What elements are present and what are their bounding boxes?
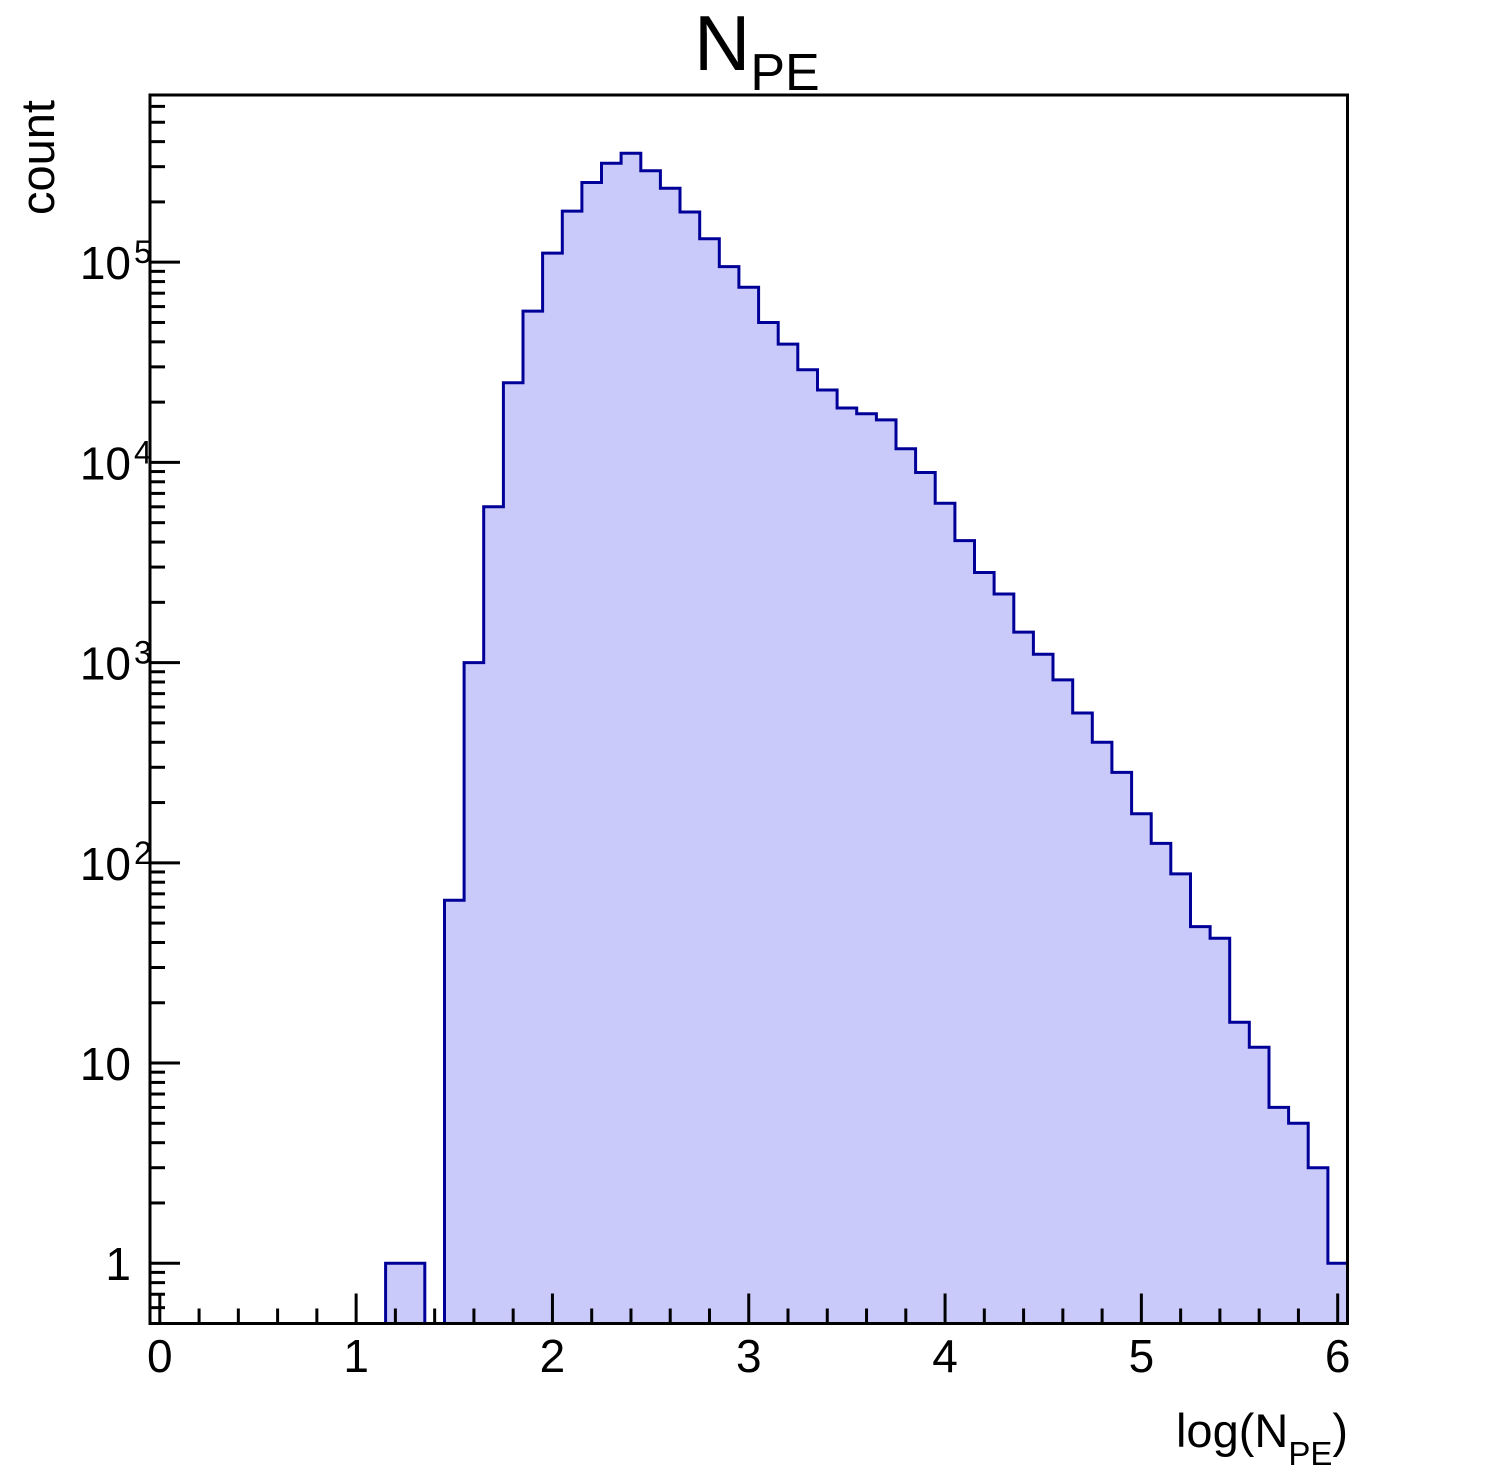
y-tick-exponent: 2: [134, 835, 152, 871]
y-tick-exponent: 3: [134, 635, 152, 671]
y-axis-title: count: [11, 100, 64, 215]
chart-title-subscript: PE: [750, 44, 819, 102]
x-tick-label: 2: [540, 1330, 566, 1382]
y-tick-label: 10: [80, 838, 131, 890]
x-tick-label: 5: [1129, 1330, 1155, 1382]
y-tick-label: 10: [80, 638, 131, 690]
axis-ticks: [150, 104, 1340, 1324]
y-tick-exponent: 4: [134, 434, 152, 470]
y-tick-label: 10: [80, 237, 131, 289]
y-tick-label: 1: [105, 1238, 131, 1290]
x-tick-label: 4: [932, 1330, 958, 1382]
y-tick-label: 10: [80, 1038, 131, 1090]
histogram-bars: [384, 1261, 427, 1325]
y-tick-label: 10: [80, 437, 131, 489]
x-axis-title-suffix: ): [1332, 1404, 1348, 1457]
plot-frame: [148, 93, 1349, 1325]
histogram-bars: [443, 151, 1349, 1325]
x-axis-title-subscript: PE: [1288, 1435, 1332, 1472]
x-tick-label: 6: [1325, 1330, 1351, 1382]
x-tick-label: 3: [736, 1330, 762, 1382]
x-axis-labels: 0 1 2 3 4 5 6: [147, 1330, 1350, 1382]
x-tick-label: 0: [147, 1330, 173, 1382]
histogram-series: [384, 151, 1349, 1325]
x-tick-label: 1: [343, 1330, 369, 1382]
y-tick-exponent: 5: [134, 234, 152, 270]
